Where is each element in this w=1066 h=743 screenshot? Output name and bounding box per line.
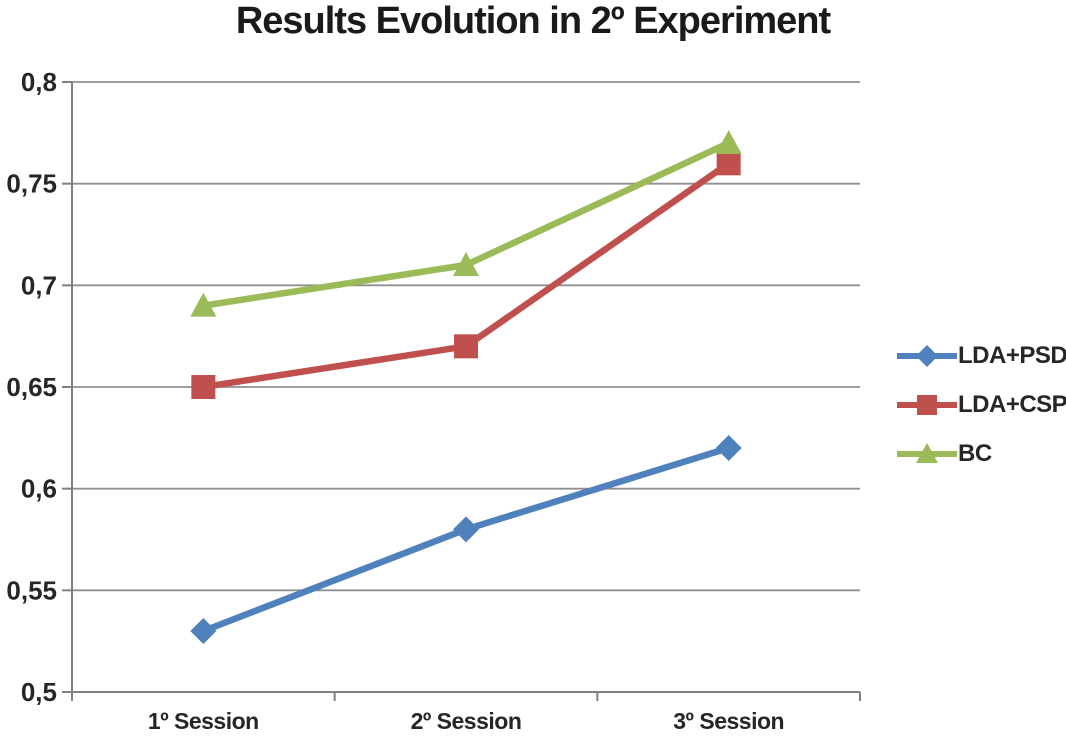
legend-label-LDA+CSP: LDA+CSP [958,391,1066,418]
data-point-LDA+PSD-1º Session [190,618,217,644]
y-tick-label: 0,65 [6,372,57,402]
data-point-LDA+CSP-2º Session [454,334,478,359]
legend-marker-square [917,395,937,415]
legend-label-LDA+PSD: LDA+PSD [958,342,1066,369]
legend-diamond-icon [897,345,957,367]
legend-item-LDA+PSD: LDA+PSD [897,336,1066,376]
legend-triangle-icon [897,443,957,463]
y-tick-label: 0,55 [6,575,57,605]
data-point-BC-1º Session [190,292,217,317]
y-tick-label: 0,7 [21,270,57,300]
series-line-BC [200,139,732,309]
data-point-LDA+CSP-1º Session [191,375,216,399]
chart-legend: LDA+PSD LDA+CSP BC [897,336,1066,474]
data-point-LDA+PSD-2º Session [453,516,479,543]
chart-title: Results Evolution in 2º Experiment [235,0,831,42]
data-point-BC-3º Session [715,130,742,154]
data-point-BC-2º Session [453,252,479,276]
y-tick-label: 0,6 [21,474,57,504]
x-category-label: 1º Session [148,708,259,734]
x-category-label: 2º Session [411,708,522,734]
legend-label-BC: BC [958,440,992,467]
legend-item-BC: BC [897,434,1066,474]
legend-marker-triangle [916,443,938,463]
y-tick-label: 0,8 [21,67,57,97]
legend-marker-diamond [916,345,938,367]
legend-item-LDA+CSP: LDA+CSP [897,385,1066,425]
data-point-LDA+PSD-3º Session [715,435,742,461]
legend-square-icon [897,395,957,415]
y-tick-label: 0,5 [21,677,57,707]
y-tick-label: 0,75 [6,169,57,199]
data-point-LDA+CSP-3º Session [716,151,741,176]
x-category-label: 3º Session [673,708,784,734]
